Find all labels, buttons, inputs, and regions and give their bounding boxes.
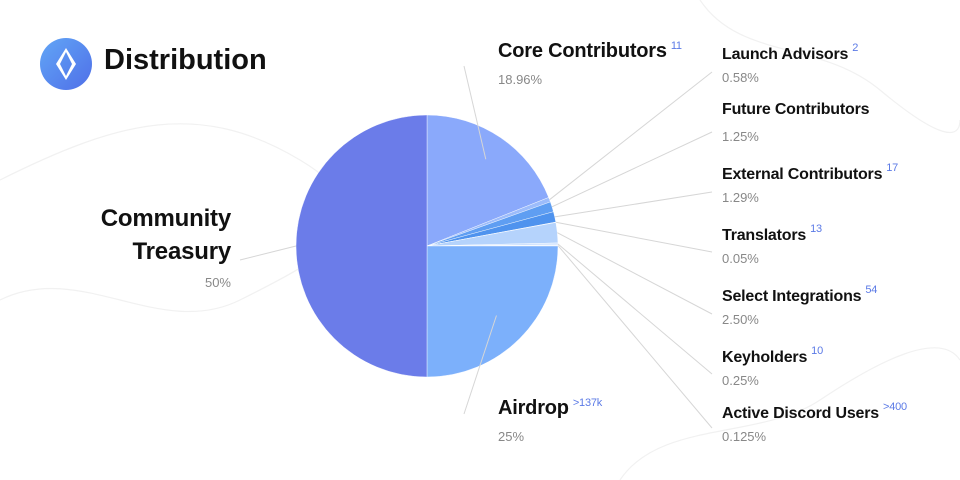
slice-name: Airdrop: [498, 397, 569, 419]
slice-count: 11: [670, 40, 682, 52]
slice-percent: 0.58%: [722, 70, 759, 85]
pie-slice: [426, 114, 549, 247]
slice-label: Core Contributors 11: [498, 40, 682, 63]
chart-title: Distribution: [104, 44, 267, 76]
slice-label: Community Treasury: [81, 202, 231, 268]
leader-line: [463, 315, 497, 415]
slice-name: Keyholders: [722, 349, 808, 366]
slice-count: 10: [811, 345, 823, 357]
leader-line: [239, 245, 297, 261]
slice-label: Keyholders 10: [722, 345, 823, 367]
slice-percent: 2.50%: [722, 312, 759, 327]
logo-icon: [56, 48, 76, 80]
pie-slice: [426, 245, 559, 378]
slice-name: Community Treasury: [100, 205, 231, 265]
leader-line: [554, 191, 713, 218]
slice-name: Core Contributors: [498, 40, 667, 62]
slice-count: 17: [886, 162, 899, 174]
logo: [40, 38, 92, 90]
slice-name: Launch Advisors: [722, 46, 849, 63]
leader-line: [557, 243, 713, 375]
slice-percent: 0.25%: [722, 373, 759, 388]
slice-name: Translators: [722, 227, 807, 244]
slice-percent: 18.96%: [498, 72, 543, 87]
slice-count: 2: [852, 42, 859, 54]
slice-percent: 0.125%: [722, 429, 767, 444]
slice-label: Airdrop >137k: [498, 397, 602, 420]
slice-name: External Contributors: [722, 166, 883, 183]
slice-count: 54: [865, 284, 878, 296]
slice-name: Active Discord Users: [722, 405, 879, 422]
leader-line: [557, 232, 713, 315]
leader-line: [555, 221, 713, 253]
slice-label: Translators 13: [722, 223, 822, 245]
leader-line: [549, 71, 713, 201]
slice-label: External Contributors 17: [722, 162, 898, 184]
slice-count: 13: [810, 223, 822, 235]
slice-name: Future Contributors: [722, 101, 870, 118]
slice-percent: 1.29%: [722, 190, 759, 205]
leader-line: [557, 245, 713, 429]
slice-label: Future Contributors: [722, 101, 869, 119]
leader-line: [551, 131, 713, 208]
slice-count: >137k: [572, 397, 603, 409]
slice-name: Select Integrations: [722, 288, 862, 305]
slice-label: Active Discord Users >400: [722, 401, 907, 423]
slice-label: Launch Advisors 2: [722, 42, 858, 64]
slice-label: Select Integrations 54: [722, 284, 877, 306]
pie-slice: [295, 114, 428, 378]
slice-percent: 25%: [498, 429, 525, 444]
slice-percent: 1.25%: [722, 129, 759, 144]
leader-line: [463, 65, 487, 160]
slice-percent: 0.05%: [722, 251, 759, 266]
slice-percent: 50%: [204, 275, 231, 290]
slice-count: >400: [882, 401, 907, 413]
